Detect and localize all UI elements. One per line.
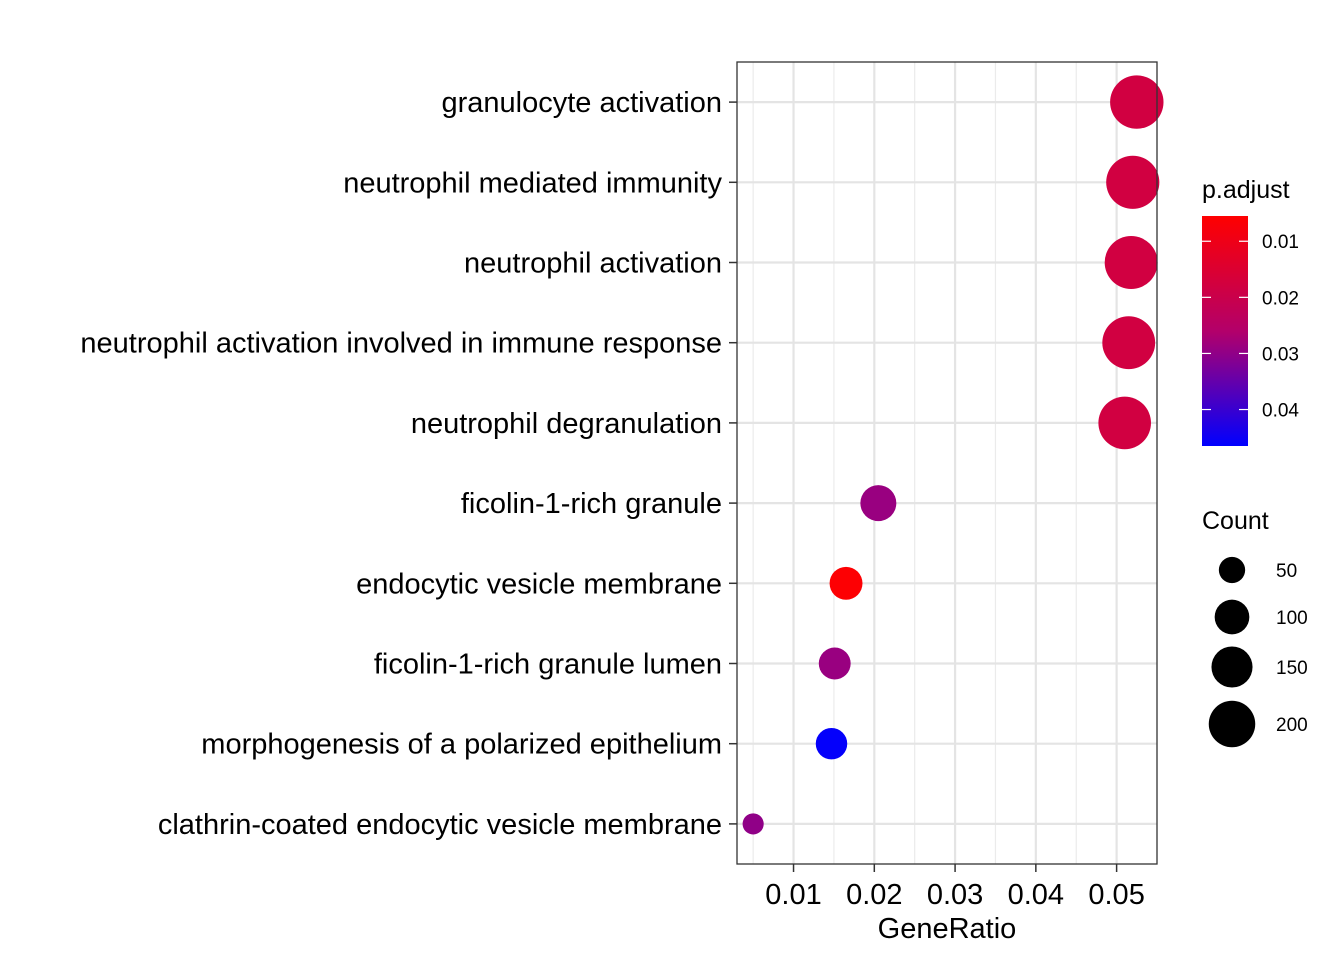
size-legend-label: 100 [1276,608,1308,629]
y-tick-label: neutrophil mediated immunity [343,167,722,199]
color-legend-bar [1202,216,1248,446]
x-axis: 0.01 0.02 0.03 0.04 0.05 [765,864,1145,911]
color-legend-label: 0.02 [1262,288,1299,309]
data-point [1106,155,1160,209]
color-legend-label: 0.04 [1262,401,1299,422]
y-tick-label: endocytic vesicle membrane [356,568,722,600]
size-legend-dot [1208,700,1256,748]
y-tick-label: neutrophil degranulation [411,408,722,440]
points-layer [742,75,1164,835]
data-point [815,727,848,760]
x-tick-label: 0.01 [765,879,821,911]
data-point [742,813,764,835]
data-point [818,647,851,680]
y-tick-label: ficolin-1-rich granule lumen [374,649,722,681]
color-legend-label: 0.01 [1262,232,1299,253]
size-legend-label: 150 [1276,658,1308,679]
y-tick-label: morphogenesis of a polarized epithelium [201,729,722,761]
y-tick-label: clathrin-coated endocytic vesicle membra… [158,809,722,841]
data-point [829,566,863,600]
data-point [1110,75,1164,129]
size-legend-dot [1218,556,1246,584]
color-legend-title: p.adjust [1202,176,1290,204]
y-tick-label: granulocyte activation [442,87,723,119]
x-tick-label: 0.05 [1088,879,1144,911]
size-legend: Count 50 100 150 200 [1202,507,1308,748]
size-legend-dot [1214,599,1250,635]
data-point [860,485,897,522]
data-point [1104,236,1158,289]
size-legend-title: Count [1202,507,1269,535]
size-legend-label: 50 [1276,561,1297,582]
size-legend-label: 200 [1276,715,1308,736]
y-axis: granulocyte activation neutrophil mediate… [80,87,737,841]
panel-border [736,61,1158,865]
x-tick-label: 0.04 [1008,879,1064,911]
y-tick-label: ficolin-1-rich granule [461,488,722,520]
data-point [1102,316,1156,370]
y-tick-label: neutrophil activation [464,248,722,280]
color-legend: p.adjust 0.01 0.02 0.03 0.04 [1202,176,1299,446]
size-legend-dot [1211,646,1253,688]
data-point [1098,396,1151,450]
grid-layer [737,62,1157,864]
x-tick-label: 0.02 [846,879,902,911]
x-axis-title: GeneRatio [878,913,1017,945]
color-legend-label: 0.03 [1262,344,1299,365]
y-tick-label: neutrophil activation involved in immune… [80,328,722,360]
x-tick-label: 0.03 [927,879,983,911]
